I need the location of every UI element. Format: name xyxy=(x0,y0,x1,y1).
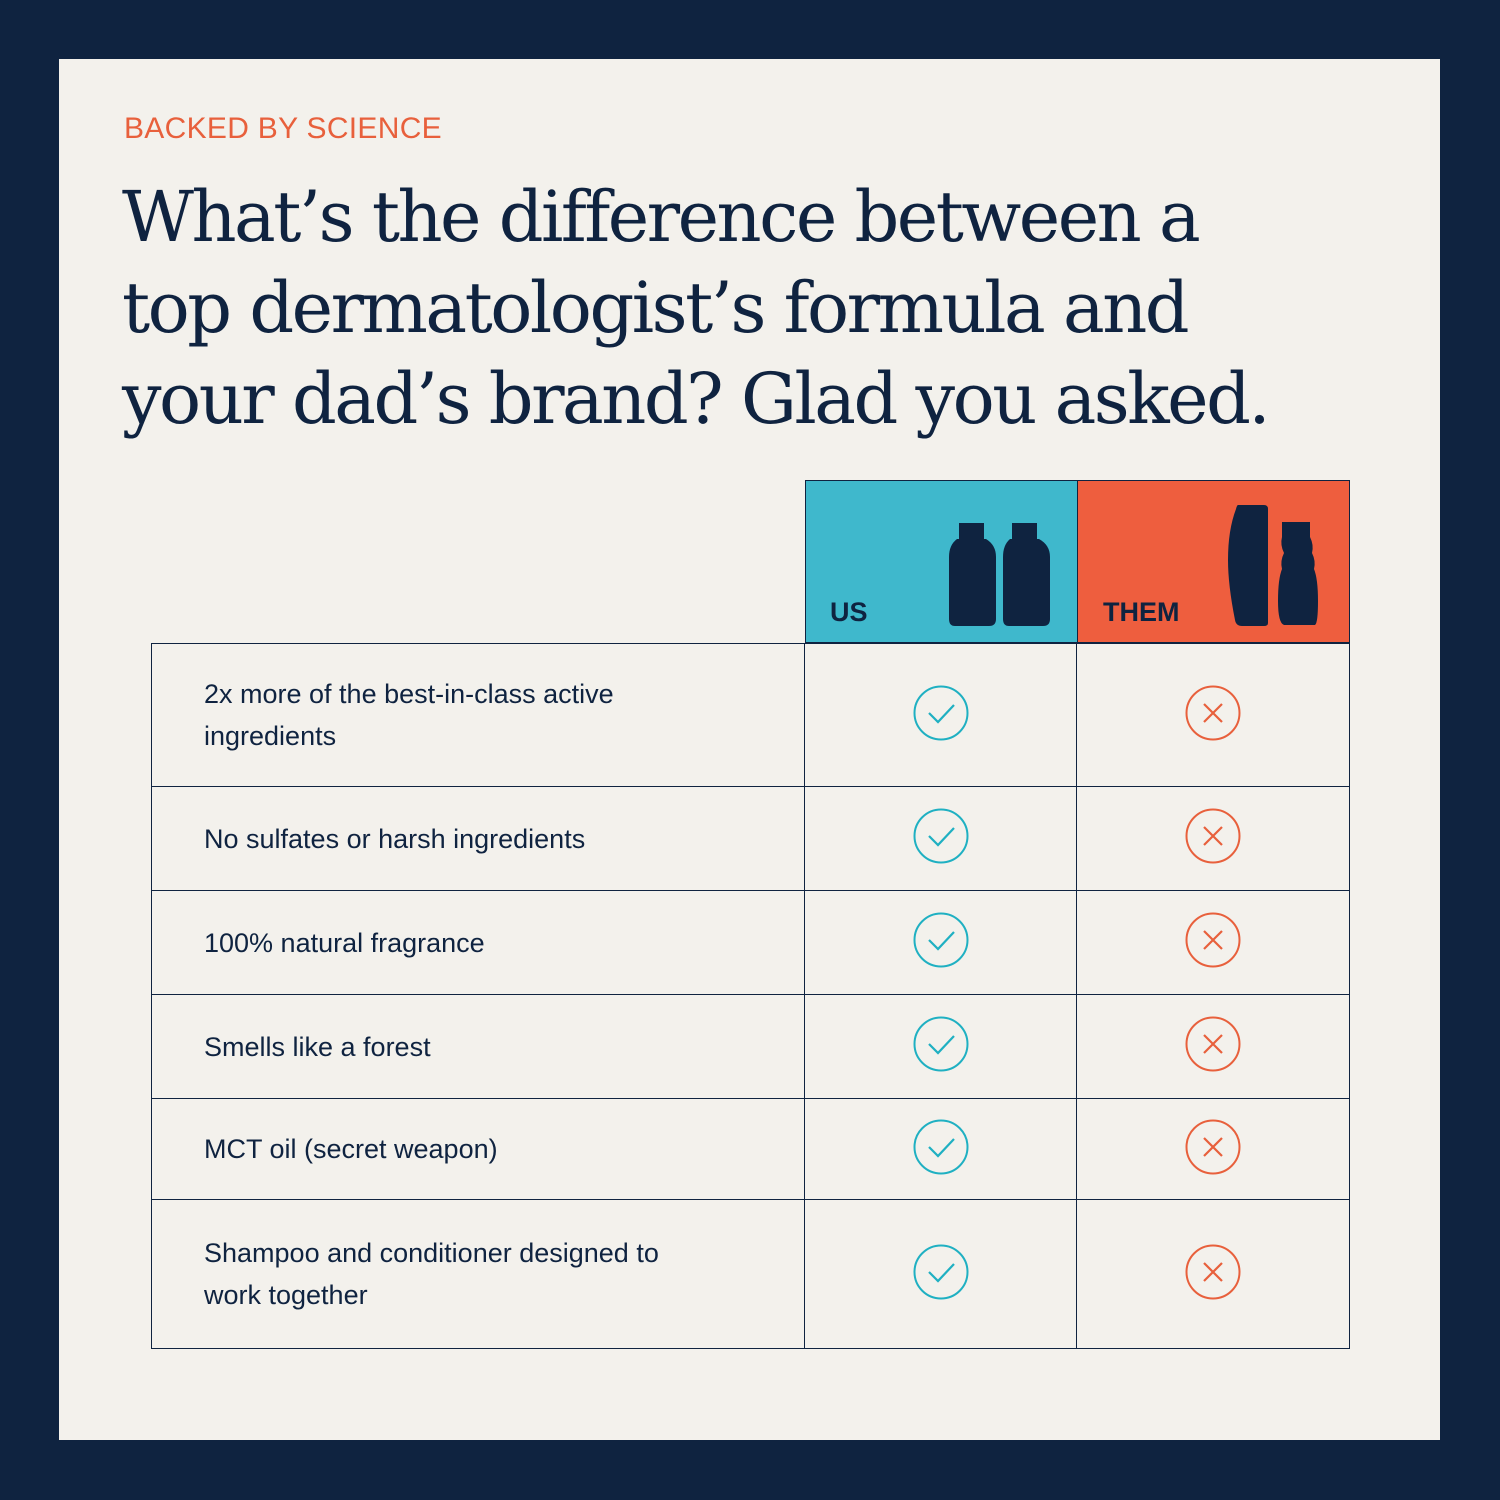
feature-label: Shampoo and conditioner designed to work… xyxy=(204,1238,659,1310)
check-icon xyxy=(913,1244,969,1305)
them-cell xyxy=(1077,995,1349,1098)
us-cell xyxy=(805,1200,1078,1348)
curved-bottles-icon xyxy=(1228,505,1318,626)
column-label-them: THEM xyxy=(1103,597,1180,627)
check-icon xyxy=(913,1016,969,1077)
us-cell xyxy=(805,787,1078,890)
cross-icon xyxy=(1185,1244,1241,1305)
us-cell xyxy=(805,1099,1078,1199)
us-cell xyxy=(805,995,1078,1098)
feature-cell: Shampoo and conditioner designed to work… xyxy=(152,1200,806,1348)
feature-label: 2x more of the best-in-class active ingr… xyxy=(204,679,614,751)
check-icon xyxy=(913,1119,969,1180)
feature-cell: Smells like a forest xyxy=(152,995,806,1098)
check-icon xyxy=(913,808,969,869)
feature-cell: No sulfates or harsh ingredients xyxy=(152,787,806,890)
cross-icon xyxy=(1185,808,1241,869)
column-header-us: US xyxy=(805,480,1078,643)
check-icon xyxy=(913,685,969,746)
cross-icon xyxy=(1185,1016,1241,1077)
feature-label: 100% natural fragrance xyxy=(204,927,485,958)
feature-cell: 100% natural fragrance xyxy=(152,891,806,994)
table-row: 2x more of the best-in-class active ingr… xyxy=(151,643,1350,787)
cross-icon xyxy=(1185,912,1241,973)
them-cell xyxy=(1077,1099,1349,1199)
feature-label: MCT oil (secret weapon) xyxy=(204,1134,498,1164)
headline: What’s the difference between a top derm… xyxy=(122,176,1271,440)
table-row: 100% natural fragrance xyxy=(151,891,1350,995)
cross-icon xyxy=(1185,1119,1241,1180)
feature-cell: 2x more of the best-in-class active ingr… xyxy=(152,644,806,786)
them-cell xyxy=(1077,1200,1349,1348)
feature-label: Smells like a forest xyxy=(204,1031,431,1062)
us-cell xyxy=(805,891,1078,994)
cross-icon xyxy=(1185,685,1241,746)
comparison-table: 2x more of the best-in-class active ingr… xyxy=(151,643,1350,1349)
them-cell xyxy=(1077,644,1349,786)
table-row: MCT oil (secret weapon) xyxy=(151,1099,1350,1200)
feature-cell: MCT oil (secret weapon) xyxy=(152,1099,806,1199)
feature-label: No sulfates or harsh ingredients xyxy=(204,823,586,854)
them-cell xyxy=(1077,891,1349,994)
column-header-them: THEM xyxy=(1077,480,1350,643)
card xyxy=(59,59,1440,1440)
table-row: Shampoo and conditioner designed to work… xyxy=(151,1200,1350,1349)
table-row: No sulfates or harsh ingredients xyxy=(151,787,1350,891)
us-cell xyxy=(805,644,1078,786)
table-row: Smells like a forest xyxy=(151,995,1350,1099)
them-cell xyxy=(1077,787,1349,890)
column-label-us: US xyxy=(830,597,868,627)
two-round-bottles-icon xyxy=(949,523,1050,626)
check-icon xyxy=(913,912,969,973)
eyebrow: BACKED BY SCIENCE xyxy=(124,112,442,145)
